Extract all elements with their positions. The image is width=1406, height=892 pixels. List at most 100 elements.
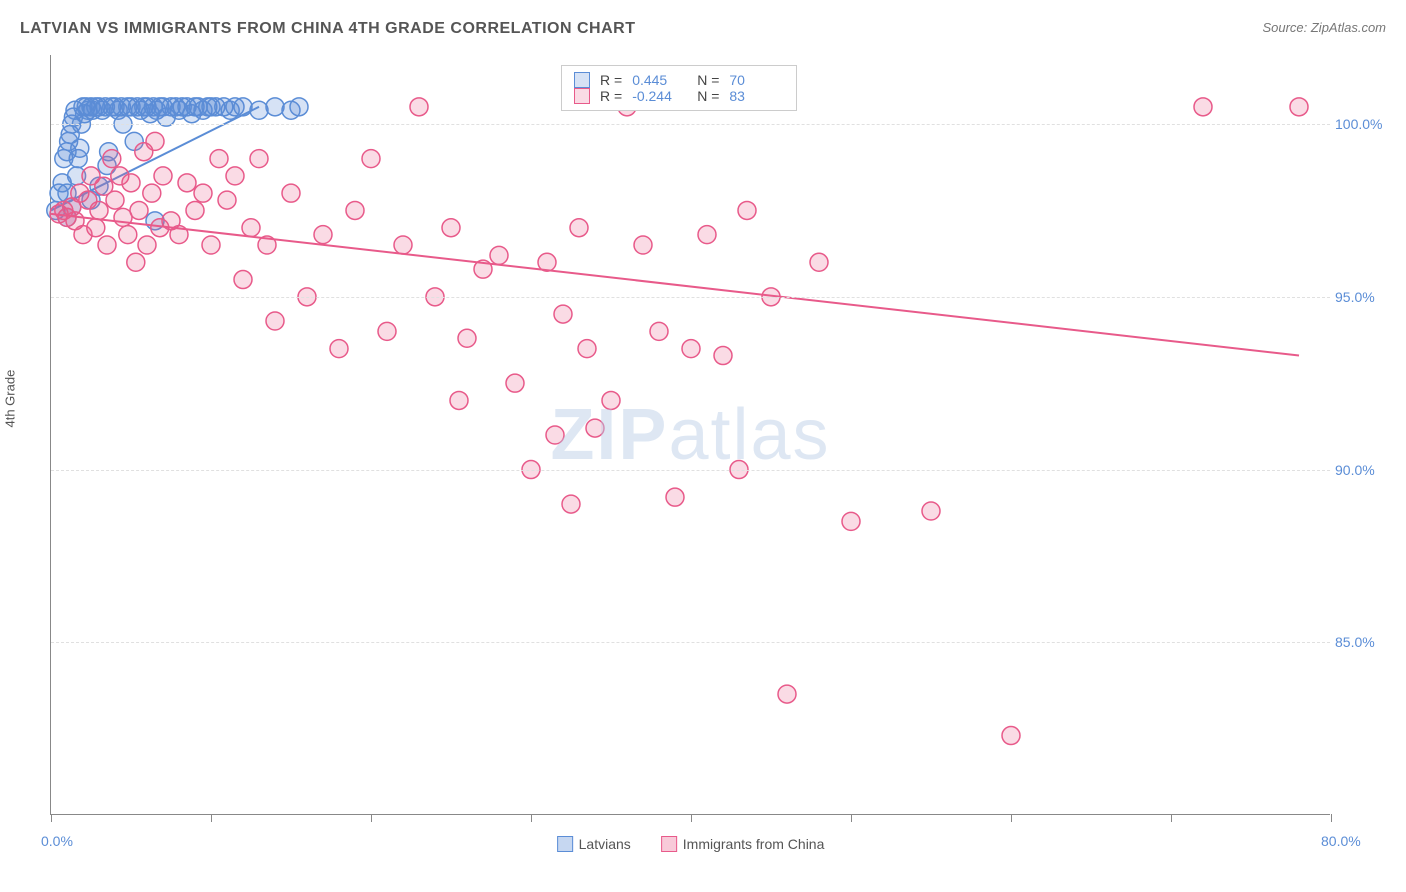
data-point bbox=[266, 98, 284, 116]
data-point bbox=[98, 236, 116, 254]
gridline bbox=[51, 470, 1330, 471]
x-tick bbox=[1331, 814, 1332, 822]
data-point bbox=[490, 246, 508, 264]
data-point bbox=[71, 139, 89, 157]
x-tick bbox=[1011, 814, 1012, 822]
data-point bbox=[410, 98, 428, 116]
gridline bbox=[51, 642, 1330, 643]
y-tick-label: 95.0% bbox=[1335, 289, 1395, 305]
data-point bbox=[154, 167, 172, 185]
data-point bbox=[186, 201, 204, 219]
y-tick-label: 85.0% bbox=[1335, 634, 1395, 650]
data-point bbox=[234, 271, 252, 289]
data-point bbox=[106, 191, 124, 209]
legend-r-value: 0.445 bbox=[632, 72, 687, 88]
data-point bbox=[290, 98, 308, 116]
data-point bbox=[602, 391, 620, 409]
data-point bbox=[226, 167, 244, 185]
data-point bbox=[178, 174, 196, 192]
data-point bbox=[842, 512, 860, 530]
legend-n-value: 70 bbox=[729, 72, 784, 88]
legend-swatch bbox=[574, 72, 590, 88]
x-tick-label: 80.0% bbox=[1321, 833, 1361, 849]
x-tick bbox=[531, 814, 532, 822]
legend-item: Latvians bbox=[557, 836, 631, 852]
data-point bbox=[346, 201, 364, 219]
data-point bbox=[242, 219, 260, 237]
gridline bbox=[51, 297, 1330, 298]
data-point bbox=[666, 488, 684, 506]
data-point bbox=[202, 236, 220, 254]
data-point bbox=[362, 150, 380, 168]
data-point bbox=[634, 236, 652, 254]
data-point bbox=[314, 226, 332, 244]
data-point bbox=[682, 340, 700, 358]
chart-source: Source: ZipAtlas.com bbox=[1262, 20, 1386, 35]
data-point bbox=[1002, 727, 1020, 745]
data-point bbox=[146, 132, 164, 150]
gridline bbox=[51, 124, 1330, 125]
y-axis-label: 4th Grade bbox=[3, 370, 18, 428]
legend-n-label: N = bbox=[697, 72, 719, 88]
data-point bbox=[122, 174, 140, 192]
x-tick bbox=[1171, 814, 1172, 822]
data-point bbox=[922, 502, 940, 520]
legend-r-label: R = bbox=[600, 72, 622, 88]
data-point bbox=[210, 150, 228, 168]
data-point bbox=[282, 184, 300, 202]
data-point bbox=[1194, 98, 1212, 116]
x-tick bbox=[851, 814, 852, 822]
data-point bbox=[218, 191, 236, 209]
data-point bbox=[330, 340, 348, 358]
legend-row: R = 0.445 N = 70 bbox=[574, 72, 784, 88]
legend-n-value: 83 bbox=[729, 88, 784, 104]
data-point bbox=[130, 201, 148, 219]
data-point bbox=[119, 226, 137, 244]
data-point bbox=[450, 391, 468, 409]
data-point bbox=[570, 219, 588, 237]
legend-label: Latvians bbox=[579, 836, 631, 852]
x-tick bbox=[211, 814, 212, 822]
data-point bbox=[458, 329, 476, 347]
legend-label: Immigrants from China bbox=[683, 836, 825, 852]
y-tick-label: 90.0% bbox=[1335, 462, 1395, 478]
data-point bbox=[394, 236, 412, 254]
data-point bbox=[554, 305, 572, 323]
data-point bbox=[778, 685, 796, 703]
data-point bbox=[378, 322, 396, 340]
data-point bbox=[234, 98, 252, 116]
data-point bbox=[250, 150, 268, 168]
scatter-plot bbox=[51, 55, 1330, 814]
data-point bbox=[562, 495, 580, 513]
series-legend: Latvians Immigrants from China bbox=[557, 836, 825, 852]
data-point bbox=[698, 226, 716, 244]
data-point bbox=[650, 322, 668, 340]
data-point bbox=[586, 419, 604, 437]
data-point bbox=[138, 236, 156, 254]
legend-n-label: N = bbox=[697, 88, 719, 104]
x-tick bbox=[691, 814, 692, 822]
data-point bbox=[87, 219, 105, 237]
data-point bbox=[578, 340, 596, 358]
data-point bbox=[127, 253, 145, 271]
data-point bbox=[442, 219, 460, 237]
data-point bbox=[266, 312, 284, 330]
data-point bbox=[738, 201, 756, 219]
data-point bbox=[810, 253, 828, 271]
y-tick-label: 100.0% bbox=[1335, 116, 1395, 132]
x-tick-label: 0.0% bbox=[41, 833, 73, 849]
data-point bbox=[103, 150, 121, 168]
chart-area: ZIPatlas R = 0.445 N = 70 R = -0.244 N =… bbox=[50, 55, 1330, 815]
data-point bbox=[714, 347, 732, 365]
x-tick bbox=[51, 814, 52, 822]
legend-r-label: R = bbox=[600, 88, 622, 104]
legend-item: Immigrants from China bbox=[661, 836, 825, 852]
legend-swatch bbox=[557, 836, 573, 852]
data-point bbox=[90, 201, 108, 219]
correlation-legend: R = 0.445 N = 70 R = -0.244 N = 83 bbox=[561, 65, 797, 111]
chart-title: LATVIAN VS IMMIGRANTS FROM CHINA 4TH GRA… bbox=[20, 20, 635, 38]
legend-row: R = -0.244 N = 83 bbox=[574, 88, 784, 104]
legend-r-value: -0.244 bbox=[632, 88, 687, 104]
data-point bbox=[506, 374, 524, 392]
x-tick bbox=[371, 814, 372, 822]
